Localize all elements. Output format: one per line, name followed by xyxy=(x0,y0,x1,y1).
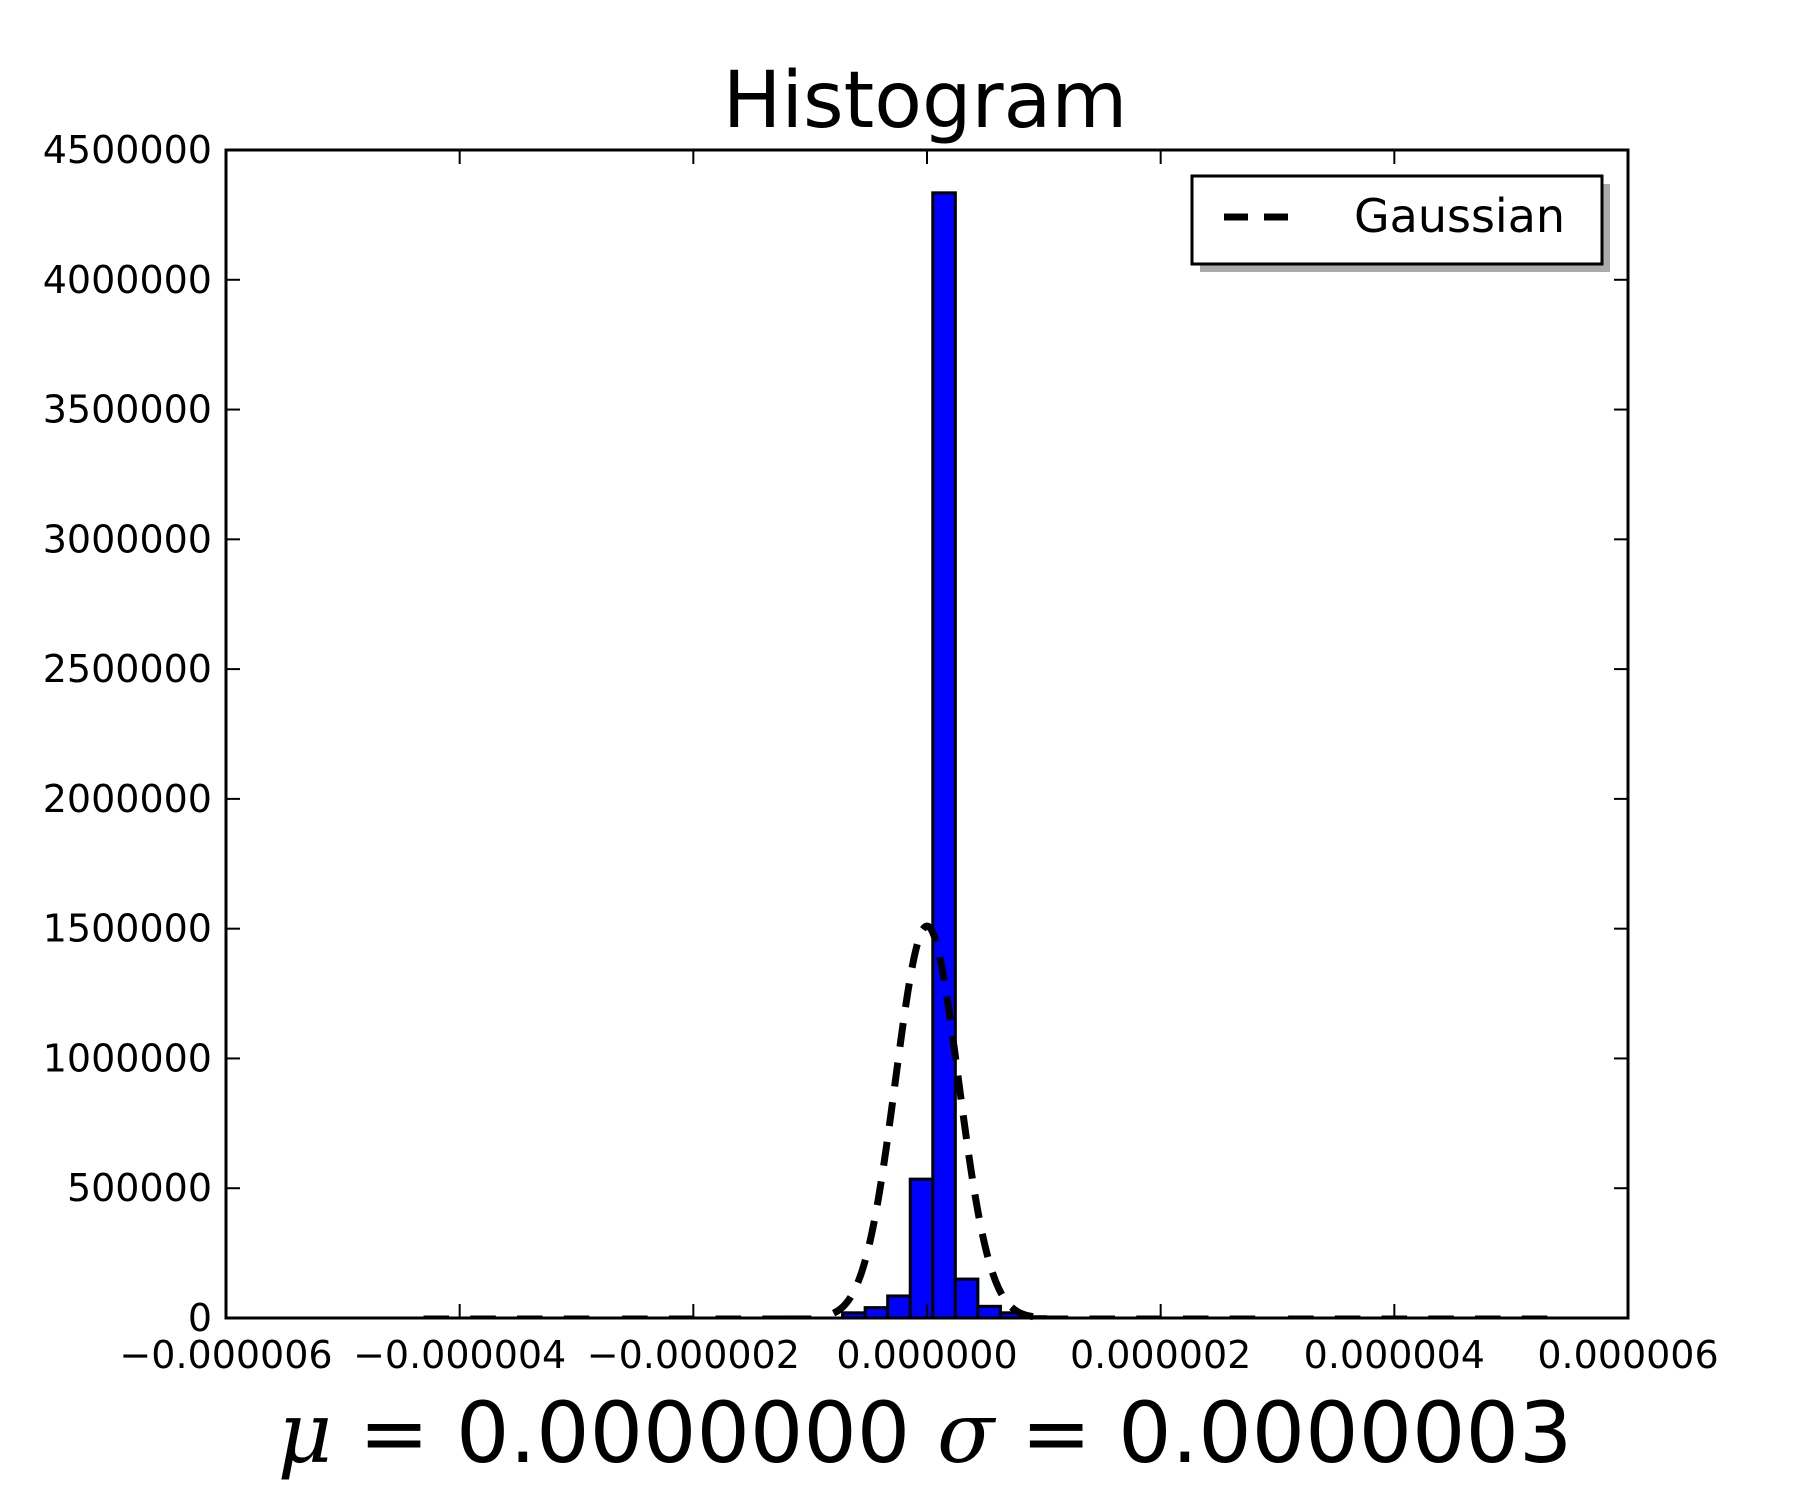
x-tick-label: −0.000006 xyxy=(119,1333,332,1377)
y-tick-label: 4500000 xyxy=(43,128,212,172)
y-tick-label: 500000 xyxy=(67,1166,212,1210)
y-tick-label: 2000000 xyxy=(43,777,212,821)
label-gap xyxy=(910,1384,937,1482)
chart-title: Histogram xyxy=(723,56,1128,146)
legend-gaussian-label: Gaussian xyxy=(1354,189,1565,243)
mu-value: = 0.0000000 xyxy=(332,1384,910,1482)
y-tick-label: 1000000 xyxy=(43,1036,212,1080)
ticks-layer xyxy=(225,149,1629,1319)
x-tick-label: 0.000000 xyxy=(836,1333,1017,1377)
sigma-value: = 0.0000003 xyxy=(994,1384,1572,1482)
y-tick-label: 3000000 xyxy=(43,517,212,561)
histogram-bar xyxy=(931,191,957,1320)
x-tick-label: 0.000006 xyxy=(1537,1333,1718,1377)
y-tick-labels: 0 500000 1000000 1500000 2000000 2500000 30000… xyxy=(43,128,212,1340)
y-tick-label: 1500000 xyxy=(43,907,212,951)
x-axis-label: μ = 0.0000000 σ = 0.0000003 xyxy=(278,1384,1573,1482)
histogram-bar xyxy=(976,1304,1002,1320)
x-tick-label: 0.000002 xyxy=(1070,1333,1251,1377)
histogram-bar xyxy=(886,1294,912,1320)
histogram-bar xyxy=(863,1306,890,1320)
x-tick-label: 0.000004 xyxy=(1304,1333,1485,1377)
legend: Gaussian xyxy=(1190,174,1610,272)
sigma-symbol: σ xyxy=(937,1384,997,1482)
mu-symbol: μ xyxy=(278,1384,333,1482)
y-tick-label: 2500000 xyxy=(43,647,212,691)
legend-box xyxy=(1190,174,1604,266)
x-tick-label: −0.000002 xyxy=(587,1333,800,1377)
y-tick-label: 4000000 xyxy=(43,258,212,302)
x-tick-label: −0.000004 xyxy=(353,1333,566,1377)
histogram-bar xyxy=(908,1177,935,1320)
y-tick-label: 3500000 xyxy=(43,388,212,432)
histogram-bar xyxy=(953,1277,980,1320)
x-tick-labels: −0.000006 −0.000004 −0.000002 0.000000 0.000… xyxy=(119,1333,1718,1377)
y-tick-label: 0 xyxy=(188,1296,212,1340)
